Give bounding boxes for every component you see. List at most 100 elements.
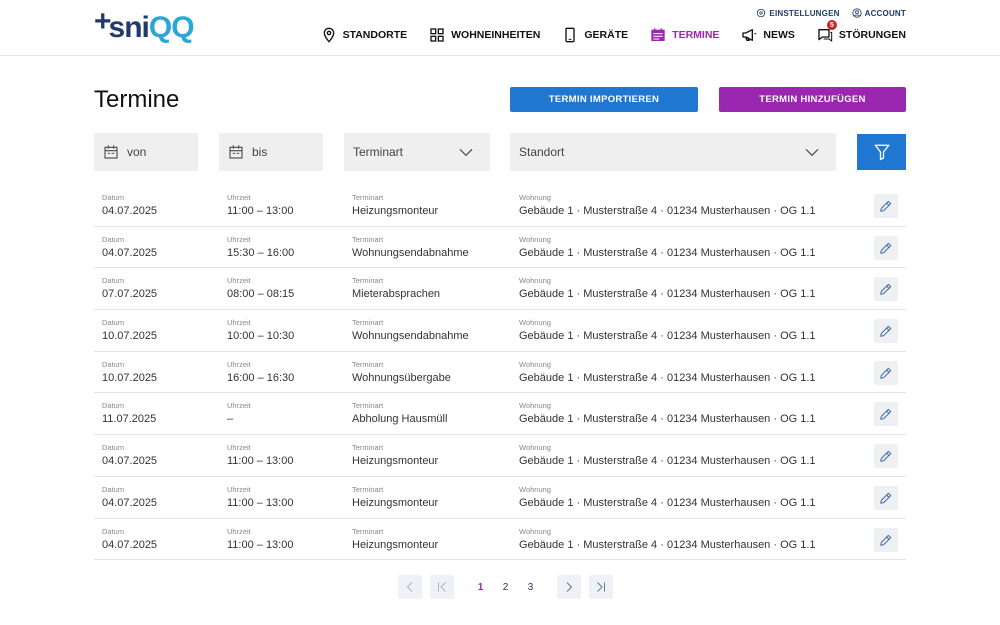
edit-button[interactable] [874, 444, 898, 469]
type-cell-value: Heizungsmonteur [352, 455, 439, 468]
table-row[interactable]: Datum 04.07.2025 Uhrzeit 11:00 – 13:00 Termi… [94, 519, 906, 561]
edit-button[interactable] [874, 527, 898, 552]
pagination: 1 2 3 [398, 575, 613, 599]
nav-news[interactable]: NEWS [741, 26, 795, 44]
terminart-select[interactable]: Terminart [344, 133, 490, 171]
filter-icon [874, 144, 889, 161]
date-cell-label: Datum [102, 276, 125, 286]
time-cell-label: Uhrzeit [227, 359, 251, 369]
settings-label: EINSTELLUNGEN [769, 8, 840, 18]
date-cell: Datum 04.07.2025 [102, 527, 157, 551]
pencil-icon [880, 409, 892, 421]
table-row[interactable]: Datum 10.07.2025 Uhrzeit 10:00 – 10:30 Termi… [94, 310, 906, 352]
type-cell-value: Wohnungsendabnahme [352, 246, 469, 259]
date-cell-value: 10.07.2025 [102, 371, 158, 384]
add-termin-button[interactable]: TERMIN HINZUFÜGEN [719, 87, 906, 112]
time-cell-label: Uhrzeit [227, 443, 251, 453]
edit-button[interactable] [874, 402, 898, 427]
flat-cell-label: Wohnung [519, 526, 551, 536]
table-row[interactable]: Datum 04.07.2025 Uhrzeit 11:00 – 13:00 Termi… [94, 435, 906, 477]
chevron-left-icon [406, 582, 413, 592]
date-cell: Datum 04.07.2025 [102, 485, 157, 509]
standort-select[interactable]: Standort [510, 133, 836, 171]
edit-button[interactable] [874, 485, 898, 510]
chevron-right-icon [566, 582, 573, 592]
time-cell-value: 11:00 – 13:00 [227, 496, 294, 509]
page-number[interactable]: 1 [477, 581, 484, 593]
date-to-input[interactable]: bis [219, 133, 323, 171]
next-page-button[interactable] [557, 575, 581, 599]
table-row[interactable]: Datum 04.07.2025 Uhrzeit 11:00 – 13:00 Termi… [94, 185, 906, 227]
flat-cell: Wohnung Gebäude 1 · Musterstraße 4 · 0123… [519, 360, 816, 384]
edit-button[interactable] [874, 319, 898, 344]
table-row[interactable]: Datum 11.07.2025 Uhrzeit – Terminart Abholung… [94, 393, 906, 436]
import-termin-button[interactable]: TERMIN IMPORTIEREN [510, 87, 698, 112]
time-cell: Uhrzeit 11:00 – 13:00 [227, 485, 293, 509]
nav-geraete[interactable]: GERÄTE [562, 26, 628, 44]
flat-cell-value: Gebäude 1 · Musterstraße 4 · 01234 Muste… [519, 538, 816, 551]
date-from-input[interactable]: von [94, 133, 198, 171]
type-cell-value: Abholung Hausmüll [352, 413, 448, 426]
pencil-icon [880, 325, 892, 337]
table-row[interactable]: Datum 04.07.2025 Uhrzeit 11:00 – 13:00 Termi… [94, 477, 906, 519]
flat-cell-label: Wohnung [519, 484, 551, 494]
brand-logo[interactable]: + sni QQ [94, 5, 195, 46]
first-page-icon [438, 582, 446, 592]
nav-wohneinheiten[interactable]: WOHNEINHEITEN [429, 26, 540, 44]
nav-standorte[interactable]: STANDORTE [321, 26, 407, 44]
date-cell-label: Datum [102, 484, 125, 494]
date-cell-label: Datum [102, 193, 125, 202]
table-row[interactable]: Datum 04.07.2025 Uhrzeit 15:30 – 16:00 Termi… [94, 227, 906, 269]
date-cell-label: Datum [102, 359, 125, 369]
type-cell: Terminart Wohnungsendabnahme [352, 235, 469, 259]
chevron-down-icon [805, 148, 819, 157]
time-cell-label: Uhrzeit [227, 234, 251, 244]
time-cell: Uhrzeit 08:00 – 08:15 [227, 276, 294, 300]
flat-cell-value: Gebäude 1 · Musterstraße 4 · 01234 Muste… [519, 413, 816, 426]
time-cell-value: – [227, 413, 234, 426]
chevron-down-icon [459, 148, 473, 157]
last-page-button[interactable] [589, 575, 613, 599]
megaphone-icon [742, 29, 757, 41]
first-page-button[interactable] [430, 575, 454, 599]
flat-cell: Wohnung Gebäude 1 · Musterstraße 4 · 0123… [519, 193, 816, 217]
edit-button[interactable] [874, 235, 898, 260]
table-row[interactable]: Datum 10.07.2025 Uhrzeit 16:00 – 16:30 Termi… [94, 352, 906, 394]
flat-cell: Wohnung Gebäude 1 · Musterstraße 4 · 0123… [519, 235, 816, 259]
table-row[interactable]: Datum 07.07.2025 Uhrzeit 08:00 – 08:15 Termi… [94, 268, 906, 311]
settings-link[interactable]: EINSTELLUNGEN [756, 8, 839, 18]
type-cell: Terminart Abholung Hausmüll [352, 401, 447, 425]
flat-cell: Wohnung Gebäude 1 · Musterstraße 4 · 0123… [519, 443, 816, 467]
flat-cell-value: Gebäude 1 · Musterstraße 4 · 01234 Muste… [519, 496, 816, 509]
flat-cell-label: Wohnung [519, 359, 551, 369]
type-cell-label: Terminart [352, 234, 384, 244]
apply-filter-button[interactable] [857, 134, 906, 170]
stoerungen-badge: 5 [826, 20, 837, 30]
time-cell: Uhrzeit 15:30 – 16:00 [227, 235, 294, 259]
prev-page-button[interactable] [398, 575, 422, 599]
account-link[interactable]: ACCOUNT [852, 8, 906, 18]
date-cell-value: 04.07.2025 [102, 538, 158, 551]
time-cell-label: Uhrzeit [227, 484, 251, 494]
date-cell: Datum 04.07.2025 [102, 235, 157, 259]
nav-termine[interactable]: TERMINE [650, 26, 719, 44]
page-number[interactable]: 3 [527, 581, 534, 593]
nav-news-label: NEWS [763, 29, 795, 41]
edit-button[interactable] [874, 277, 898, 302]
edit-button[interactable] [874, 360, 898, 385]
gear-icon [757, 8, 766, 18]
logo-plus: + [94, 5, 112, 38]
time-cell: Uhrzeit – [227, 401, 251, 425]
type-cell-value: Wohnungsendabnahme [352, 330, 469, 343]
time-cell-label: Uhrzeit [227, 318, 251, 328]
nav-stoerungen[interactable]: 5 STÖRUNGEN [817, 20, 906, 44]
time-cell-label: Uhrzeit [227, 193, 251, 202]
pencil-icon [880, 492, 892, 504]
edit-button[interactable] [874, 194, 898, 218]
date-cell: Datum 04.07.2025 [102, 443, 157, 467]
time-cell-value: 11:00 – 13:00 [227, 455, 294, 468]
date-cell-label: Datum [102, 401, 125, 411]
nav-stoerungen-label: STÖRUNGEN [838, 29, 906, 41]
page-number[interactable]: 2 [502, 581, 509, 593]
flat-cell-value: Gebäude 1 · Musterstraße 4 · 01234 Muste… [519, 246, 816, 259]
